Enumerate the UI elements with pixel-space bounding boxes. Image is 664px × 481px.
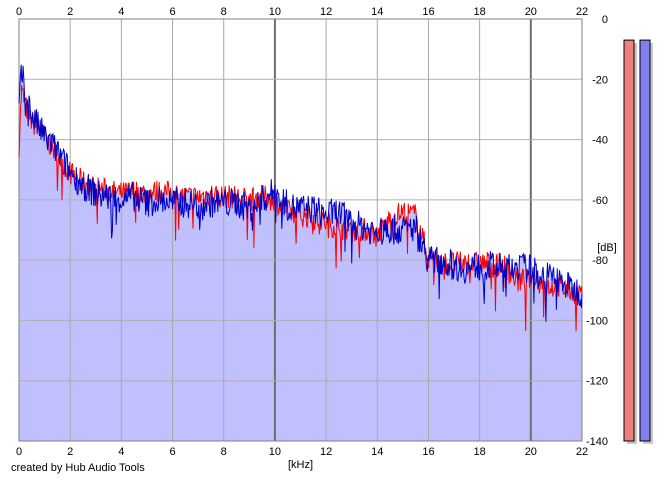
x-tick-bottom-18: 18 [474,446,486,458]
y-tick--40: -40 [592,135,608,147]
x-tick-top-16: 16 [422,6,434,18]
x-tick-top-4: 4 [118,6,124,18]
y-tick--120: -120 [586,376,608,388]
x-tick-bottom-6: 6 [169,446,175,458]
x-tick-top-22: 22 [576,6,588,18]
x-tick-bottom-8: 8 [221,446,227,458]
x-tick-bottom-2: 2 [67,446,73,458]
y-axis-label: [dB] [597,242,617,254]
x-tick-top-12: 12 [320,6,332,18]
x-tick-bottom-22: 22 [576,446,588,458]
y-tick--80: -80 [592,255,608,267]
x-tick-top-20: 20 [525,6,537,18]
x-tick-top-0: 0 [16,6,22,18]
y-axis-right: 0 -20 -40 -60 -80 -100 -120 -140 [586,14,608,448]
series-left-line [18,85,583,332]
x-tick-top-8: 8 [221,6,227,18]
spectrum-area-fill [19,64,582,441]
plot-border [18,18,583,442]
x-tick-bottom-10: 10 [269,446,281,458]
x-tick-bottom-16: 16 [422,446,434,458]
x-tick-top-18: 18 [474,6,486,18]
x-tick-top-14: 14 [371,6,383,18]
grid-lines [18,18,583,442]
y-tick-0: 0 [602,14,608,26]
y-tick--20: -20 [592,74,608,86]
meter-left-bar [623,39,635,442]
series-right-line [18,64,583,322]
meter-right-bar [639,39,651,442]
x-tick-bottom-14: 14 [371,446,383,458]
x-tick-bottom-0: 0 [16,446,22,458]
y-tick--60: -60 [592,195,608,207]
x-tick-top-2: 2 [67,6,73,18]
x-axis-top: 0 2 4 6 8 10 12 14 16 18 20 22 [16,6,588,18]
x-axis-bottom: 0 2 4 6 8 10 12 14 16 18 20 22 [16,446,588,458]
x-tick-bottom-12: 12 [320,446,332,458]
y-tick--100: -100 [586,315,608,327]
x-tick-bottom-4: 4 [118,446,124,458]
x-axis-label: [kHz] [288,459,313,471]
x-tick-top-10: 10 [269,6,281,18]
y-tick--140: -140 [586,436,608,448]
plot-area [18,18,583,442]
x-tick-top-6: 6 [169,6,175,18]
level-meters [623,39,653,444]
x-tick-bottom-20: 20 [525,446,537,458]
credit-text: created by Hub Audio Tools [11,462,145,474]
